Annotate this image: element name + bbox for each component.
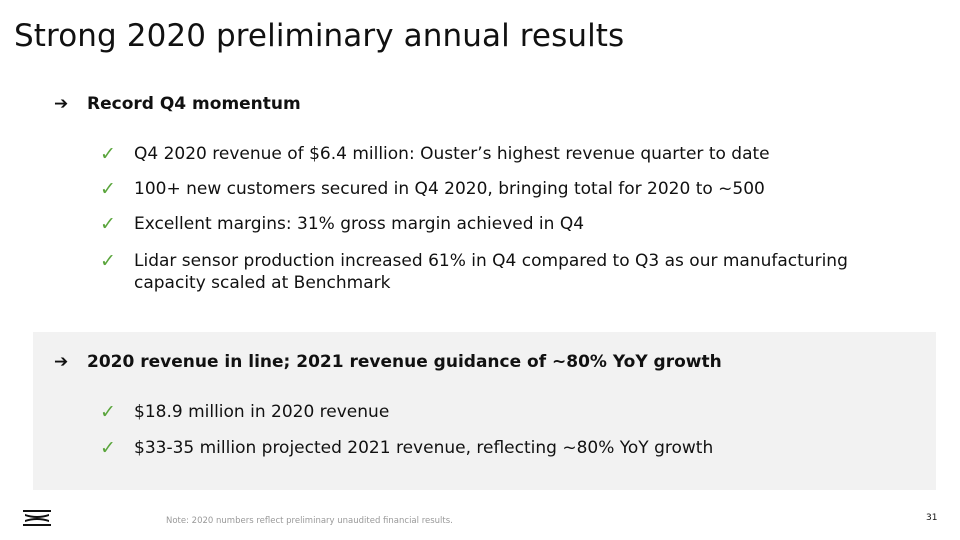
section-heading-text: Record Q4 momentum xyxy=(87,94,301,114)
list-item: ✓ $33-35 million projected 2021 revenue,… xyxy=(100,437,900,459)
slide-title: Strong 2020 preliminary annual results xyxy=(14,18,625,54)
ouster-logo xyxy=(23,510,51,526)
list-item: ✓ $18.9 million in 2020 revenue xyxy=(100,401,900,423)
list-item: ✓ 100+ new customers secured in Q4 2020,… xyxy=(100,178,900,200)
guidance-panel xyxy=(33,332,936,490)
list-item-text: Q4 2020 revenue of $6.4 million: Ouster’… xyxy=(134,144,770,164)
list-item: ✓ Q4 2020 revenue of $6.4 million: Ouste… xyxy=(100,143,900,165)
page-number: 31 xyxy=(926,513,938,523)
footnote: Note: 2020 numbers reflect preliminary u… xyxy=(166,516,453,526)
section-heading-q4: ➔ Record Q4 momentum xyxy=(54,94,301,114)
list-item: ✓ Excellent margins: 31% gross margin ac… xyxy=(100,213,900,235)
list-item-text: Lidar sensor production increased 61% in… xyxy=(134,251,848,293)
checkmark-icon: ✓ xyxy=(100,401,116,423)
checkmark-icon: ✓ xyxy=(100,213,116,235)
arrow-right-icon: ➔ xyxy=(54,94,69,114)
checkmark-icon: ✓ xyxy=(100,178,116,200)
list-item-text: Excellent margins: 31% gross margin achi… xyxy=(134,214,585,234)
section-heading-guidance: ➔ 2020 revenue in line; 2021 revenue gui… xyxy=(54,352,722,372)
arrow-right-icon: ➔ xyxy=(54,352,69,372)
checkmark-icon: ✓ xyxy=(100,143,116,165)
list-item-text: $18.9 million in 2020 revenue xyxy=(134,402,390,422)
list-item-text: $33-35 million projected 2021 revenue, r… xyxy=(134,438,714,458)
checkmark-icon: ✓ xyxy=(100,437,116,459)
list-item-text: 100+ new customers secured in Q4 2020, b… xyxy=(134,179,765,199)
section-heading-text: 2020 revenue in line; 2021 revenue guida… xyxy=(87,352,722,372)
checkmark-icon: ✓ xyxy=(100,250,116,272)
list-item: ✓ Lidar sensor production increased 61% … xyxy=(100,250,900,294)
